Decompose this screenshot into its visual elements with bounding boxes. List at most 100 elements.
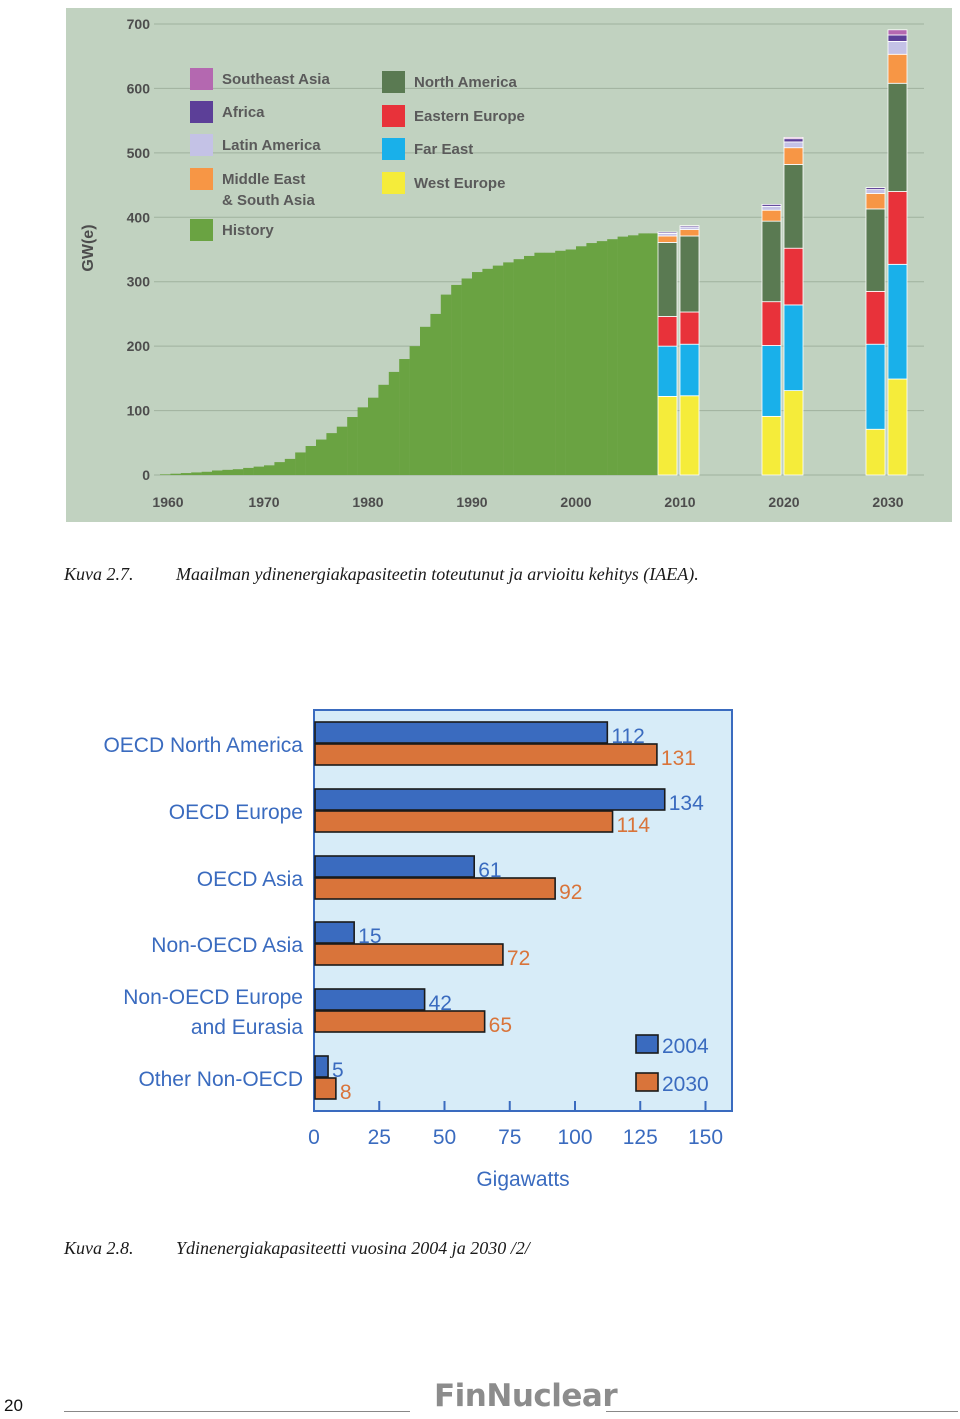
data-label-2030: 114 [617,814,651,837]
bar-2030 [314,943,504,966]
category-label: OECD North America [103,734,303,757]
data-label-2004: 15 [358,925,381,948]
history-bar [253,466,265,475]
bar-2004 [314,788,666,811]
history-bar [388,371,400,475]
projection-segment-middle-east-south-asia [783,147,804,165]
y-tick-label: 700 [127,16,151,32]
x-tick-label: 1980 [352,494,383,510]
projection-segment-africa [657,231,678,234]
history-bar [201,471,213,475]
projection-segment-eastern-europe [783,247,804,306]
history-bar [492,265,504,475]
history-bar [305,446,317,475]
y-tick-label: 200 [127,338,151,354]
history-bar [524,255,535,475]
history-bar [472,272,483,475]
projection-segment-far-east [761,345,782,417]
projection-segment-latin-america [865,189,886,194]
history-bar [430,313,441,475]
x-tick-label: 1990 [456,494,487,510]
history-bar [565,249,577,475]
legend-swatch [190,219,213,241]
history-bar [555,250,566,475]
projection-segment-north-america [679,235,700,313]
projection-segment-middle-east-south-asia [657,235,678,243]
projection-segment-middle-east-south-asia [865,193,886,210]
history-bar [284,458,296,475]
capacity-history-chart: 0 100 200 300 400 500 600 700 GW(e) 1960 1970 1980 1… [66,8,952,522]
bar-2004 [314,921,355,944]
footer-rule-left [64,1411,410,1412]
projection-segment-middle-east-south-asia [679,229,700,237]
legend-label: History [222,222,274,239]
history-bar [357,407,369,475]
legend-swatch [190,134,213,156]
projection-segment-eastern-europe [657,316,678,347]
y-axis-label: GW(e) [80,224,97,271]
data-label-2004: 42 [429,992,452,1015]
plot-area [313,709,733,1112]
x-tick-label: 25 [368,1126,391,1149]
history-bar [544,252,556,475]
legend-label: Eastern Europe [414,108,525,125]
y-tick-label: 400 [127,209,151,225]
history-bar [420,326,431,475]
legend-swatch [382,71,405,93]
data-label-2004: 134 [669,792,704,815]
figure-number-1: Kuva 2.7. [64,564,134,584]
projection-segment-middle-east-south-asia [761,209,782,222]
legend-label: Southeast Asia [222,71,330,88]
category-label: Non-OECD Asia [151,934,303,957]
y-tick-label: 600 [127,80,151,96]
history-bar [212,470,223,475]
history-bar [243,467,254,475]
history-bar [461,278,473,475]
projection-segment-far-east [865,343,886,430]
legend-swatch [190,168,213,190]
history-bar [576,246,587,475]
history-bar [617,236,629,475]
y-tick-label: 0 [142,467,150,483]
history-bar [378,384,389,475]
x-tick-label: 2000 [560,494,591,510]
data-label-2030: 65 [489,1014,512,1037]
history-bar [534,252,545,475]
projection-segment-latin-america [783,141,804,149]
x-tick-label: 2020 [768,494,799,510]
bar-2004 [314,855,476,878]
x-tick-label: 0 [308,1126,320,1149]
projection-segment-africa [887,34,908,42]
legend-label: Latin America [222,137,321,154]
x-tick-label: 100 [557,1126,592,1149]
history-bar [596,241,608,475]
legend-label: North America [414,74,517,91]
projection-segment-north-america [865,208,886,292]
history-bar [160,474,171,475]
history-bar [503,262,514,475]
data-label-2004: 112 [611,725,644,748]
projection-segment-southeast-asia [887,29,908,36]
history-bar [513,259,525,475]
legend-label: & South Asia [222,192,315,209]
projection-segment-west-europe [783,390,804,476]
projection-segment-latin-america [887,40,908,55]
projection-segment-far-east [887,263,908,380]
projection-segment-north-america [761,220,782,303]
projection-segment-north-america [887,82,908,192]
history-bar [180,473,192,475]
projection-segment-far-east [657,345,678,397]
projection-segment-eastern-europe [865,290,886,345]
figure-caption-text-1: Maailman ydinenergiakapasiteetin toteutu… [176,564,699,584]
projection-segment-eastern-europe [761,301,782,346]
page-number: 20 [4,1396,23,1415]
legend-label: Africa [222,104,265,121]
legend-swatch [382,105,405,127]
history-bar [295,452,306,475]
category-label: OECD Europe [169,801,303,824]
x-tick-label: 50 [433,1126,456,1149]
history-bar [316,439,327,475]
history-bar [648,233,660,475]
footer-rule-right [606,1411,958,1412]
x-tick-label: 75 [498,1126,521,1149]
